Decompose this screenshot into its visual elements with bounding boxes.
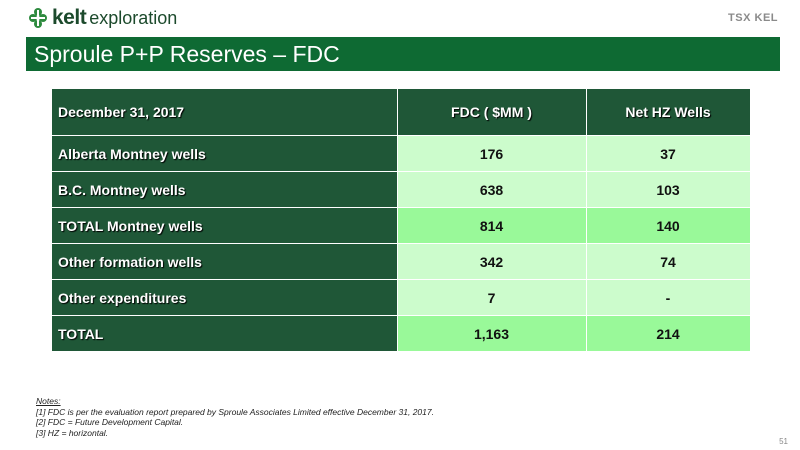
page-number: 51 bbox=[779, 437, 788, 446]
row-wells: 140 bbox=[586, 207, 751, 244]
row-fdc: 814 bbox=[397, 207, 587, 244]
table-row: TOTAL Montney wells 814 140 bbox=[52, 207, 751, 244]
company-logo: kelt exploration bbox=[28, 6, 177, 30]
brand-name: kelt bbox=[52, 6, 87, 29]
table-row: Alberta Montney wells 176 37 bbox=[52, 135, 751, 172]
row-wells: 103 bbox=[586, 171, 751, 208]
row-label: Other formation wells bbox=[52, 243, 398, 280]
table-row: TOTAL 1,163 214 bbox=[52, 315, 751, 352]
ticker-logo: TSX KEL bbox=[728, 12, 778, 24]
reserves-table: December 31, 2017 FDC ( $MM ) Net HZ Wel… bbox=[52, 89, 751, 352]
table-row: Other expenditures 7- bbox=[52, 279, 751, 316]
note-item: [2] FDC = Future Development Capital. bbox=[36, 417, 184, 427]
row-fdc: 7 bbox=[397, 279, 587, 316]
note-item: [1] FDC is per the evaluation report pre… bbox=[36, 406, 434, 417]
note-item: [3] HZ = horizontal. bbox=[36, 427, 109, 438]
row-wells: 74 bbox=[586, 243, 751, 280]
notes-heading: Notes: bbox=[36, 396, 61, 406]
row-fdc: 1,163 bbox=[397, 315, 587, 352]
row-wells: - bbox=[586, 279, 751, 316]
row-label: Other expenditures bbox=[52, 279, 398, 316]
header-wells: Net HZ Wells bbox=[586, 89, 751, 136]
notes-block: Notes: [1] FDC is per the evaluation rep… bbox=[36, 396, 434, 438]
header-fdc: FDC ( $MM ) bbox=[397, 89, 587, 136]
row-label: TOTAL bbox=[52, 315, 398, 352]
row-fdc: 342 bbox=[397, 243, 587, 280]
clover-logo-icon bbox=[29, 8, 47, 28]
row-label: B.C. Montney wells bbox=[52, 171, 398, 208]
header-date: December 31, 2017 bbox=[52, 89, 398, 136]
brand-word: exploration bbox=[89, 7, 178, 28]
table-header-row: December 31, 2017 FDC ( $MM ) Net HZ Wel… bbox=[52, 89, 751, 136]
row-label: TOTAL Montney wells bbox=[52, 207, 398, 244]
row-fdc: 176 bbox=[397, 135, 587, 172]
table-row: B.C. Montney wells 638 103 bbox=[52, 171, 751, 208]
row-wells: 37 bbox=[586, 135, 751, 172]
row-wells: 214 bbox=[586, 315, 751, 352]
row-fdc: 638 bbox=[397, 171, 587, 208]
slide-title: Sproule P+P Reserves – FDC bbox=[26, 37, 780, 71]
table-row: Other formation wells 342 74 bbox=[52, 243, 751, 280]
row-label: Alberta Montney wells bbox=[52, 135, 398, 172]
